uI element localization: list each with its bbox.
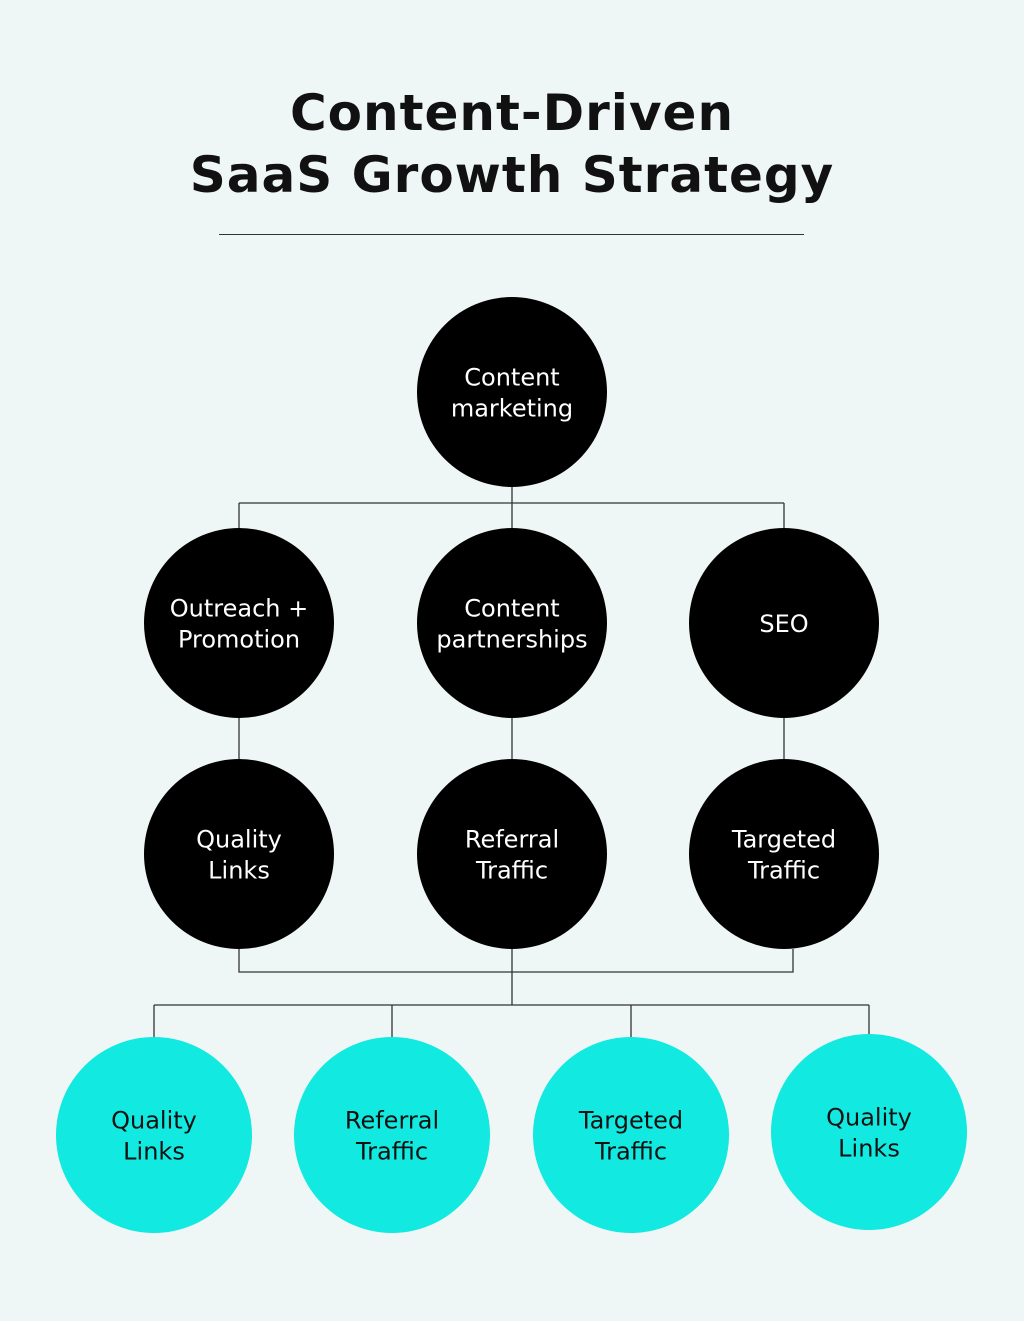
node-level2-2: SEO [689, 528, 879, 718]
connector-root-to-level2 [238, 487, 785, 528]
node-level2-2-label: SEO [759, 610, 808, 638]
node-outcome-3-circle [771, 1034, 967, 1230]
node-content-marketing: Content marketing [417, 297, 607, 487]
connector-level2-to-level3 [238, 718, 785, 760]
node-content-marketing-circle [417, 297, 607, 487]
node-level2-0-label: Outreach + [170, 595, 308, 623]
node-outcome-1-circle [294, 1037, 490, 1233]
node-outcome-0: Quality Links [56, 1037, 252, 1233]
node-level3-2-circle [689, 759, 879, 949]
node-level2-1: Content partnerships [417, 528, 607, 718]
node-level2-0-label: Promotion [178, 626, 300, 654]
node-level3-0-circle [144, 759, 334, 949]
node-level2-1-label: Content [464, 595, 559, 623]
connector-to-outcomes [153, 1004, 870, 1037]
node-level2-1-label: partnerships [436, 626, 587, 654]
node-level3-2: Targeted Traffic [689, 759, 879, 949]
node-level2-2-circle [689, 528, 879, 718]
node-outcome-1-label: Referral [345, 1107, 439, 1135]
node-content-marketing-label: Content [464, 364, 559, 392]
node-outcome-3-label: Quality [826, 1104, 912, 1132]
node-outcome-0-label: Links [123, 1138, 185, 1166]
node-outcome-2-circle [533, 1037, 729, 1233]
node-outcome-3-label: Links [838, 1135, 900, 1163]
node-level3-2-label: Traffic [747, 857, 820, 885]
node-outcome-3: Quality Links [771, 1034, 967, 1230]
node-outcome-0-circle [56, 1037, 252, 1233]
node-level3-1-label: Referral [465, 826, 559, 854]
node-outcome-2-label: Targeted [578, 1107, 683, 1135]
node-level3-0: Quality Links [144, 759, 334, 949]
node-content-marketing-label: marketing [451, 395, 573, 423]
node-outcome-0-label: Quality [111, 1107, 197, 1135]
node-level3-2-label: Targeted [731, 826, 836, 854]
node-level3-0-label: Quality [196, 826, 282, 854]
title-divider [219, 234, 804, 235]
title-line-2: SaaS Growth Strategy [189, 146, 835, 204]
node-outcome-1-label: Traffic [355, 1138, 428, 1166]
node-outcome-1: Referral Traffic [294, 1037, 490, 1233]
node-level3-1-label: Traffic [475, 857, 548, 885]
node-level2-1-circle [417, 528, 607, 718]
node-level2-0: Outreach + Promotion [144, 528, 334, 718]
node-outcome-2: Targeted Traffic [533, 1037, 729, 1233]
node-level2-0-circle [144, 528, 334, 718]
node-level3-0-label: Links [208, 857, 270, 885]
node-level3-1: Referral Traffic [417, 759, 607, 949]
node-outcome-2-label: Traffic [594, 1138, 667, 1166]
node-level3-1-circle [417, 759, 607, 949]
connector-level3-merge [238, 949, 794, 1005]
title-line-1: Content-Driven [289, 84, 735, 142]
connectors [153, 487, 870, 1037]
